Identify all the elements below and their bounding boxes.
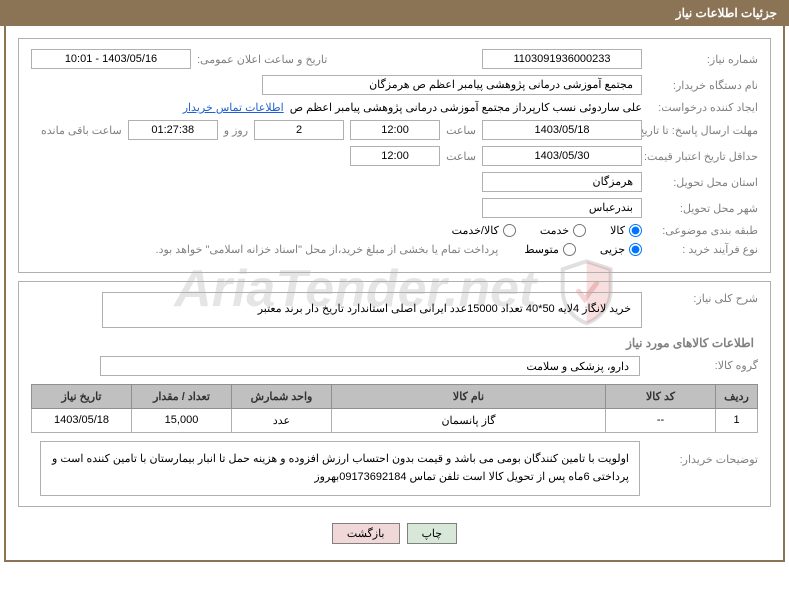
reply-date-field: 1403/05/18: [482, 120, 642, 140]
general-desc-field: خرید لانگاز 4لایه 50*40 تعداد 15000عدد ا…: [102, 292, 642, 328]
price-valid-date-field: 1403/05/30: [482, 146, 642, 166]
goods-table: ردیف کد کالا نام کالا واحد شمارش تعداد /…: [31, 384, 758, 433]
buyer-org-field: مجتمع آموزشی درمانی پژوهشی پیامبر اعظم ص…: [262, 75, 642, 95]
announce-dt-field: 1403/05/16 - 10:01: [31, 49, 191, 69]
th-row: ردیف: [716, 384, 758, 408]
reply-deadline-label: مهلت ارسال پاسخ: تا تاریخ:: [648, 124, 758, 137]
time-remaining-field: 01:27:38: [128, 120, 218, 140]
radio-service[interactable]: خدمت: [540, 224, 586, 237]
announce-dt-label: تاریخ و ساعت اعلان عمومی:: [197, 53, 327, 66]
days-and-label: روز و: [224, 124, 248, 137]
need-no-label: شماره نیاز:: [648, 53, 758, 66]
goods-info-header: اطلاعات کالاهای مورد نیاز: [35, 336, 754, 350]
radio-both[interactable]: کالا/خدمت: [452, 224, 516, 237]
province-label: استان محل تحویل:: [648, 176, 758, 189]
th-name: نام کالا: [332, 384, 606, 408]
time-label-2: ساعت: [446, 150, 476, 163]
buyer-contact-link[interactable]: اطلاعات تماس خریدار: [183, 101, 284, 114]
page-title: جزئیات اطلاعات نیاز: [0, 0, 789, 26]
purchase-note: پرداخت تمام یا بخشی از مبلغ خرید،از محل …: [156, 243, 499, 256]
main-container: شماره نیاز: 1103091936000233 تاریخ و ساع…: [4, 26, 785, 562]
goods-group-field: دارو، پزشکی و سلامت: [100, 356, 640, 376]
radio-goods[interactable]: کالا: [610, 224, 642, 237]
needs-section: شرح کلی نیاز: خرید لانگاز 4لایه 50*40 تع…: [18, 281, 771, 507]
back-button[interactable]: بازگشت: [332, 523, 400, 544]
remaining-label: ساعت باقی مانده: [41, 124, 122, 137]
purchase-type-label: نوع فرآیند خرید :: [648, 243, 758, 256]
radio-partial[interactable]: جزیی: [600, 243, 642, 256]
price-valid-time-field: 12:00: [350, 146, 440, 166]
goods-group-label: گروه کالا:: [648, 359, 758, 372]
table-row: 1 -- گاز پانسمان عدد 15,000 1403/05/18: [32, 408, 758, 432]
category-radio-group: کالا خدمت کالا/خدمت: [452, 224, 642, 237]
city-label: شهر محل تحویل:: [648, 202, 758, 215]
button-row: چاپ بازگشت: [18, 515, 771, 548]
price-validity-label: حداقل تاریخ اعتبار قیمت: تا تاریخ:: [648, 150, 758, 163]
buyer-org-label: نام دستگاه خریدار:: [648, 79, 758, 92]
requester-label: ایجاد کننده درخواست:: [648, 101, 758, 114]
details-section: شماره نیاز: 1103091936000233 تاریخ و ساع…: [18, 38, 771, 273]
th-date: تاریخ نیاز: [32, 384, 132, 408]
general-desc-label: شرح کلی نیاز:: [648, 292, 758, 305]
days-remaining-field: 2: [254, 120, 344, 140]
buyer-notes-field: اولویت با تامین کنندگان بومی می باشد و ق…: [40, 441, 640, 496]
purchase-radio-group: جزیی متوسط: [524, 243, 642, 256]
print-button[interactable]: چاپ: [407, 523, 458, 544]
province-field: هرمزگان: [482, 172, 642, 192]
time-label-1: ساعت: [446, 124, 476, 137]
reply-time-field: 12:00: [350, 120, 440, 140]
th-qty: تعداد / مقدار: [132, 384, 232, 408]
th-unit: واحد شمارش: [232, 384, 332, 408]
category-label: طبقه بندی موضوعی:: [648, 224, 758, 237]
need-no-field: 1103091936000233: [482, 49, 642, 69]
radio-medium[interactable]: متوسط: [524, 243, 576, 256]
th-code: کد کالا: [606, 384, 716, 408]
city-field: بندرعباس: [482, 198, 642, 218]
requester-field: علی ساردوئی نسب کارپرداز مجتمع آموزشی در…: [290, 101, 642, 114]
buyer-notes-label: توضیحات خریدار:: [648, 441, 758, 466]
